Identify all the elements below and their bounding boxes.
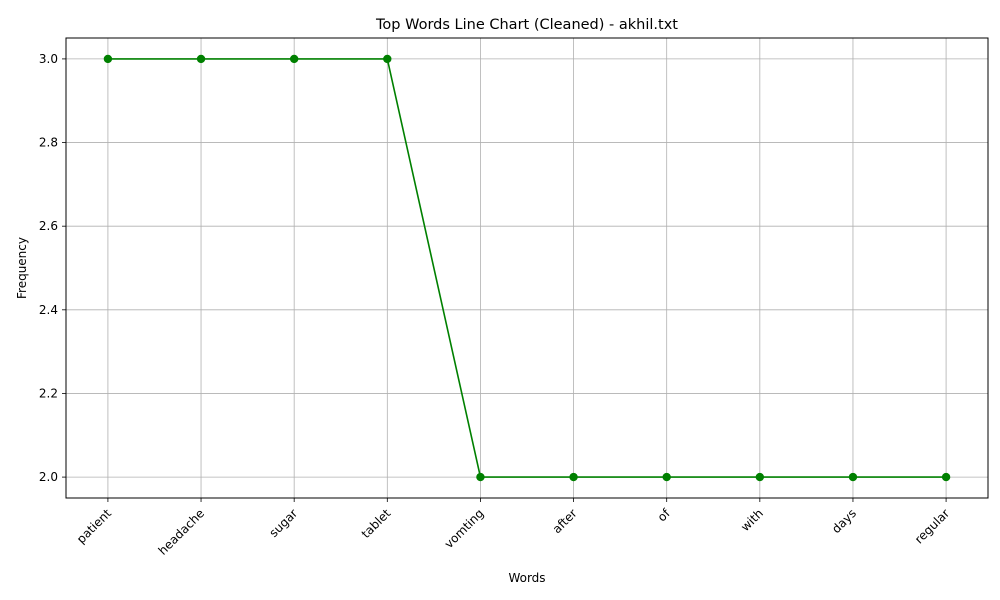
data-point — [103, 54, 113, 64]
y-tick-label: 3.0 — [39, 52, 58, 66]
y-axis-label: Frequency — [15, 237, 29, 299]
data-point — [848, 472, 858, 482]
y-tick-label: 2.8 — [39, 136, 58, 150]
y-tick-label: 2.6 — [39, 219, 58, 233]
data-point — [196, 54, 206, 64]
data-point — [289, 54, 299, 64]
series-line — [107, 58, 947, 478]
data-point — [476, 472, 485, 482]
data-point — [755, 472, 765, 482]
y-tick-label: 2.0 — [39, 470, 58, 484]
y-tick-label: 2.4 — [39, 303, 58, 317]
x-axis-label: Words — [508, 571, 545, 585]
data-point — [569, 472, 578, 482]
y-tick-label: 2.2 — [39, 386, 58, 400]
axes-frame — [65, 37, 989, 499]
data-point — [383, 54, 392, 64]
chart-title: Top Words Line Chart (Cleaned) - akhil.t… — [375, 17, 678, 33]
data-point — [941, 472, 951, 482]
series — [103, 54, 951, 482]
data-point — [662, 472, 671, 482]
